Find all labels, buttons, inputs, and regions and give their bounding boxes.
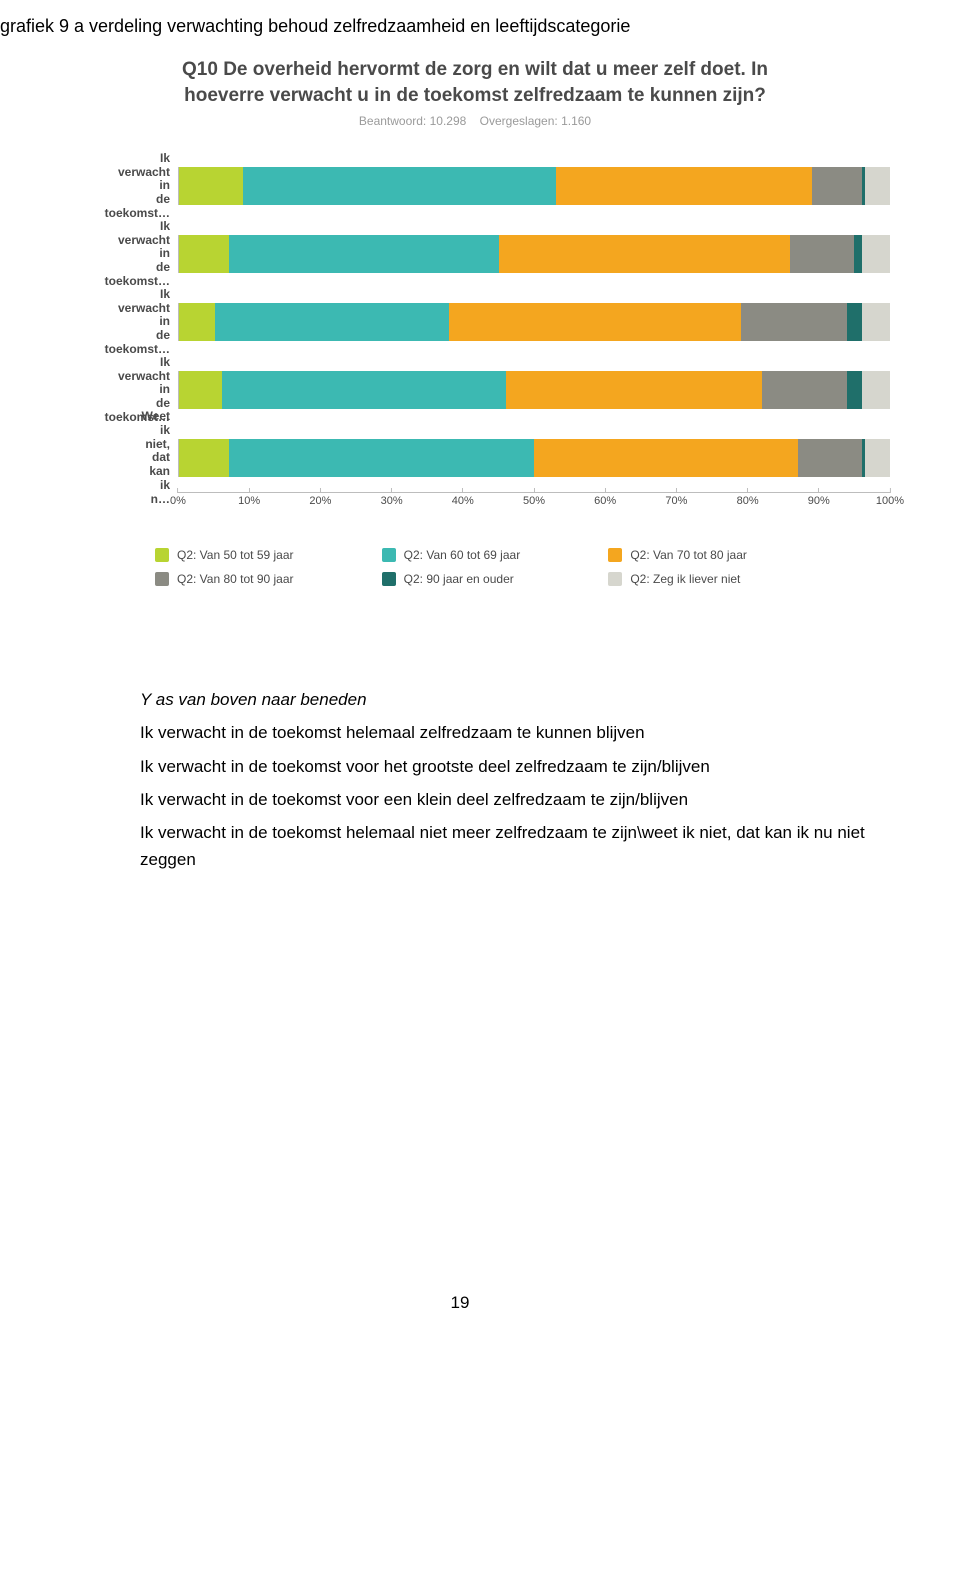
chart-meta: Beantwoord: 10.298 Overgeslagen: 1.160 — [60, 114, 890, 128]
skipped-label: Overgeslagen: — [480, 114, 558, 128]
bar-row: Weetikniet,datkanikn… — [60, 424, 890, 492]
bar-segment — [862, 303, 890, 341]
bar-segment — [243, 167, 556, 205]
legend-label: Q2: Van 80 tot 90 jaar — [177, 572, 294, 586]
chart-title: Q10 De overheid hervormt de zorg en wilt… — [175, 57, 775, 108]
bar-segment — [556, 167, 812, 205]
legend-label: Q2: Van 70 tot 80 jaar — [630, 548, 747, 562]
legend-swatch — [608, 572, 622, 586]
legend-swatch — [608, 548, 622, 562]
legend-item: Q2: Van 70 tot 80 jaar — [608, 548, 795, 562]
x-axis-tick: 80% — [737, 488, 759, 507]
bar-segment — [862, 371, 890, 409]
skipped-value: 1.160 — [561, 114, 591, 128]
chart-legend: Q2: Van 50 tot 59 jaar Q2: Van 60 tot 69 … — [155, 548, 795, 586]
document-page: grafiek 9 a verdeling verwachting behoud… — [0, 0, 960, 1353]
x-axis-tick: 30% — [381, 488, 403, 507]
page-number: 19 — [0, 1293, 920, 1313]
legend-label: Q2: Van 60 tot 69 jaar — [404, 548, 521, 562]
bar-row: Ikverwachtindetoekomst… — [60, 356, 890, 424]
bar-segment — [179, 439, 229, 477]
x-axis-tick: 90% — [808, 488, 830, 507]
bar-row: Ikverwachtindetoekomst… — [60, 152, 890, 220]
explanation-block: Y as van boven naar beneden Ik verwacht … — [140, 686, 900, 873]
bar-row-label: Weetikniet,datkanikn… — [60, 410, 178, 507]
bar-row-label: Ikverwachtindetoekomst… — [60, 220, 178, 289]
bar-segment — [741, 303, 848, 341]
legend-swatch — [382, 572, 396, 586]
legend-label: Q2: 90 jaar en ouder — [404, 572, 514, 586]
legend-swatch — [155, 572, 169, 586]
legend-item: Q2: Van 60 tot 69 jaar — [382, 548, 569, 562]
legend-swatch — [155, 548, 169, 562]
bar-segment — [179, 167, 243, 205]
bars-area: Ikverwachtindetoekomst…Ikverwachtindetoe… — [60, 152, 890, 492]
answered-label: Beantwoord: — [359, 114, 426, 128]
bar-segment — [865, 167, 890, 205]
bar-segment — [847, 371, 861, 409]
bar-track — [178, 439, 890, 477]
legend-item: Q2: Zeg ik liever niet — [608, 572, 795, 586]
bar-segment — [222, 371, 506, 409]
bar-row-label: Ikverwachtindetoekomst… — [60, 152, 178, 221]
x-axis-tick: 0% — [170, 488, 186, 507]
bar-row: Ikverwachtindetoekomst… — [60, 288, 890, 356]
bar-segment — [179, 371, 222, 409]
legend-swatch — [382, 548, 396, 562]
bar-segment — [179, 235, 229, 273]
x-axis-tick: 10% — [238, 488, 260, 507]
document-title: grafiek 9 a verdeling verwachting behoud… — [0, 16, 920, 37]
bar-segment — [790, 235, 854, 273]
bar-segment — [862, 235, 890, 273]
x-axis-tick: 40% — [452, 488, 474, 507]
legend-label: Q2: Van 50 tot 59 jaar — [177, 548, 294, 562]
bar-segment — [854, 235, 861, 273]
explain-lead: Y as van boven naar beneden — [140, 686, 900, 713]
legend-label: Q2: Zeg ik liever niet — [630, 572, 740, 586]
bar-segment — [506, 371, 762, 409]
bar-track — [178, 371, 890, 409]
chart-container: Q10 De overheid hervormt de zorg en wilt… — [60, 57, 890, 586]
x-axis-tick: 50% — [523, 488, 545, 507]
legend-item: Q2: Van 80 tot 90 jaar — [155, 572, 342, 586]
legend-row: Q2: Van 80 tot 90 jaar Q2: 90 jaar en oud… — [155, 572, 795, 586]
bar-segment — [229, 439, 535, 477]
bar-segment — [847, 303, 861, 341]
legend-item: Q2: 90 jaar en ouder — [382, 572, 569, 586]
bar-segment — [229, 235, 499, 273]
legend-item: Q2: Van 50 tot 59 jaar — [155, 548, 342, 562]
bar-track — [178, 167, 890, 205]
bar-segment — [798, 439, 862, 477]
x-axis-track: 0%10%20%30%40%50%60%70%80%90%100% — [178, 492, 890, 517]
explain-line: Ik verwacht in de toekomst voor een klei… — [140, 786, 900, 813]
bar-segment — [215, 303, 450, 341]
bar-segment — [812, 167, 862, 205]
bar-track — [178, 235, 890, 273]
x-axis-tick: 20% — [309, 488, 331, 507]
x-axis: 0%10%20%30%40%50%60%70%80%90%100% — [60, 492, 890, 520]
bar-track — [178, 303, 890, 341]
x-axis-tick: 70% — [665, 488, 687, 507]
bar-segment — [449, 303, 741, 341]
explain-line: Ik verwacht in de toekomst helemaal niet… — [140, 819, 900, 873]
x-axis-tick: 60% — [594, 488, 616, 507]
bar-segment — [179, 303, 215, 341]
bar-row-label: Ikverwachtindetoekomst… — [60, 288, 178, 357]
explain-line: Ik verwacht in de toekomst voor het groo… — [140, 753, 900, 780]
explain-line: Ik verwacht in de toekomst helemaal zelf… — [140, 719, 900, 746]
bar-row: Ikverwachtindetoekomst… — [60, 220, 890, 288]
bar-segment — [762, 371, 847, 409]
legend-row: Q2: Van 50 tot 59 jaar Q2: Van 60 tot 69 … — [155, 548, 795, 562]
answered-value: 10.298 — [430, 114, 467, 128]
bar-segment — [865, 439, 890, 477]
x-axis-tick: 100% — [876, 488, 904, 507]
bar-segment — [534, 439, 797, 477]
bar-segment — [499, 235, 791, 273]
